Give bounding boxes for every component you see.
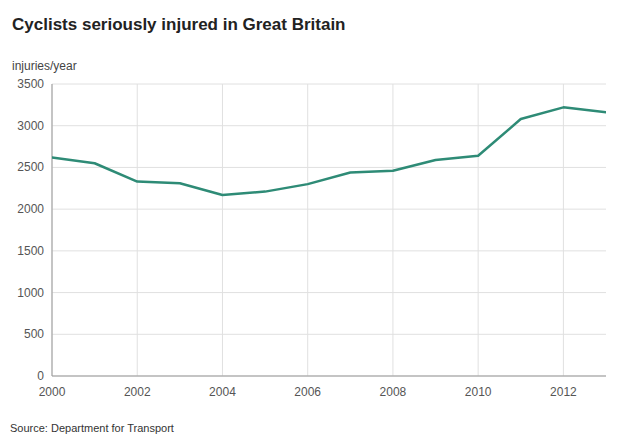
- x-tick-label: 2006: [294, 385, 321, 399]
- y-tick-label: 0: [37, 369, 44, 383]
- y-grid-line: [52, 125, 606, 126]
- y-grid-line: [52, 167, 606, 168]
- x-tick-label: 2002: [124, 385, 151, 399]
- x-tick-label: 2008: [380, 385, 407, 399]
- y-grid-line: [52, 84, 606, 85]
- x-grid-line: [392, 84, 393, 376]
- x-grid-line: [52, 84, 53, 376]
- y-grid-line: [52, 209, 606, 210]
- x-grid-line: [478, 84, 479, 376]
- y-grid-line: [52, 334, 606, 335]
- y-tick-label: 500: [24, 327, 44, 341]
- x-grid-line: [307, 84, 308, 376]
- chart: Cyclists seriously injured in Great Brit…: [0, 0, 624, 442]
- y-tick-label: 2000: [17, 202, 44, 216]
- x-axis-line: [52, 376, 606, 377]
- x-grid-line: [137, 84, 138, 376]
- x-tick-label: 2000: [39, 385, 66, 399]
- plot-area: [52, 107, 606, 195]
- grid: [52, 84, 606, 376]
- title: Cyclists seriously injured in Great Brit…: [12, 15, 346, 34]
- y-tick-label: 1500: [17, 244, 44, 258]
- x-tick-label: 2004: [209, 385, 236, 399]
- y-grid-line: [52, 376, 606, 377]
- annotation: Source: Department for Transport: [10, 422, 174, 434]
- x-grid-line: [222, 84, 223, 376]
- y-tick-label: 3500: [17, 77, 44, 91]
- x-tick-label: 2012: [550, 385, 577, 399]
- y-axis-label: injuries/year: [12, 59, 77, 73]
- y-grid-line: [52, 250, 606, 251]
- x-grid-line: [563, 84, 564, 376]
- y-tick-label: 2500: [17, 160, 44, 174]
- axes: 0 500 1000 1500 2000 2500 3000 3500 2000 2002 2004…: [17, 77, 606, 399]
- y-tick-label: 1000: [17, 286, 44, 300]
- x-tick-label: 2010: [465, 385, 492, 399]
- line: [52, 107, 606, 195]
- y-axis-line: [52, 84, 53, 376]
- y-grid-line: [52, 292, 606, 293]
- y-tick-label: 3000: [17, 119, 44, 133]
